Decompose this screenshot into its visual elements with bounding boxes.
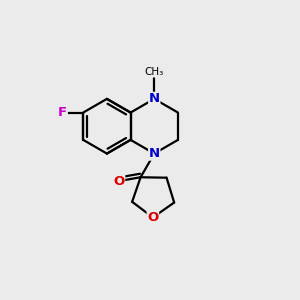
Text: N: N <box>149 92 160 105</box>
Text: O: O <box>147 211 158 224</box>
Text: O: O <box>113 175 125 188</box>
Text: N: N <box>149 147 160 160</box>
Text: F: F <box>58 106 67 119</box>
Text: CH₃: CH₃ <box>145 67 164 77</box>
